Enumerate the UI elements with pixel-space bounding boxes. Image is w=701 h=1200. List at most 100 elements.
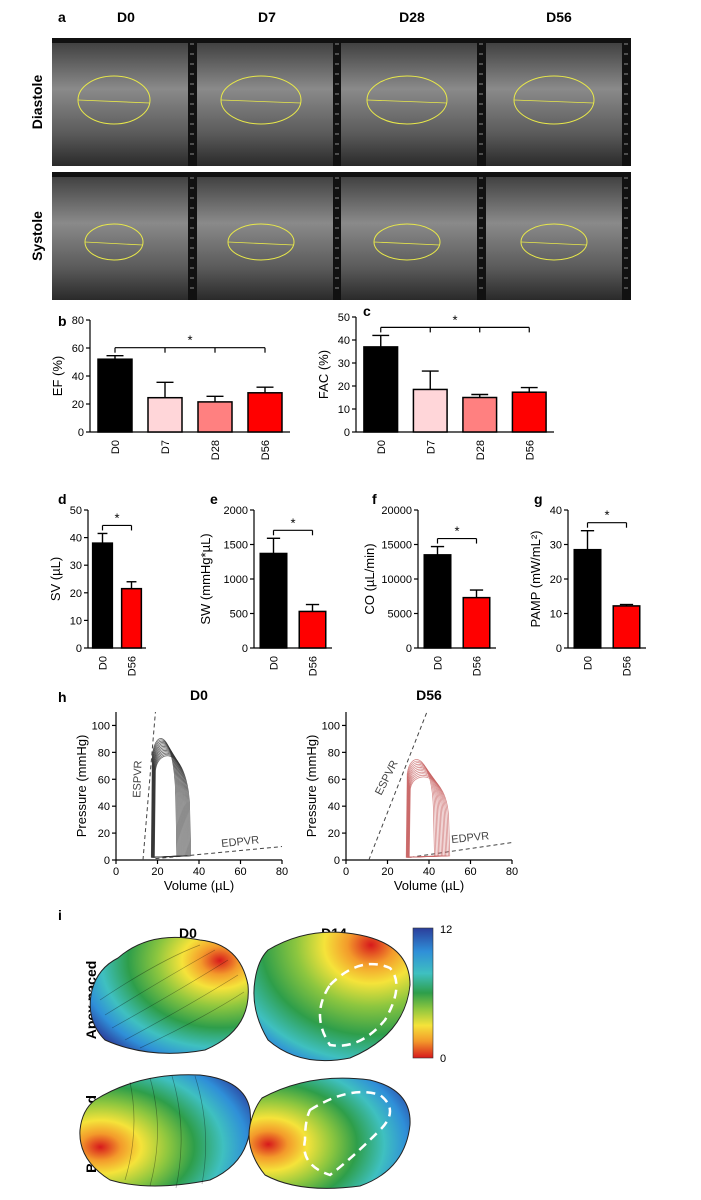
- significance-marker: *: [114, 510, 119, 525]
- y-tick-label: 2000: [224, 505, 248, 517]
- y-tick-label: 20: [70, 588, 82, 600]
- y-axis-label: FAC (%): [316, 350, 331, 399]
- x-tick-label: 80: [276, 866, 288, 878]
- ultrasound-image: [52, 172, 188, 300]
- x-tick-label: D28: [210, 440, 222, 460]
- long-axis-trace: [366, 99, 448, 104]
- y-tick-label: 20: [72, 399, 84, 411]
- significance-marker: *: [290, 515, 295, 530]
- y-tick-label: 10000: [381, 574, 412, 586]
- edpvr-line: [410, 842, 513, 858]
- panel-label-d: d: [58, 491, 67, 507]
- ultrasound-row-header: Systole: [29, 211, 45, 261]
- ultrasound-image: [341, 172, 477, 300]
- significance-marker: *: [452, 312, 457, 327]
- depth-scale-strip: [477, 38, 486, 166]
- panel-label-c: c: [363, 303, 371, 319]
- top-strip: [486, 38, 631, 43]
- depth-scale-strip: [622, 38, 631, 166]
- x-tick-label: D0: [98, 656, 110, 670]
- long-axis-trace: [520, 241, 588, 246]
- bar: [573, 548, 602, 649]
- y-tick-label: 30: [550, 540, 562, 552]
- top-strip: [197, 172, 342, 177]
- bar: [97, 358, 133, 433]
- isochrone-lines: [124, 1075, 207, 1189]
- ultrasound-image: [341, 38, 477, 166]
- bar: [259, 552, 288, 649]
- edpvr-label: EDPVR: [451, 830, 490, 846]
- x-tick-label: 60: [234, 866, 246, 878]
- significance-marker: *: [187, 333, 192, 348]
- depth-scale-strip: [188, 172, 197, 300]
- y-tick-label: 0: [334, 855, 340, 867]
- espvr-line: [142, 711, 156, 861]
- pv-loop: [407, 770, 445, 858]
- y-tick-label: 0: [104, 855, 110, 867]
- y-tick-label: 20: [550, 574, 562, 586]
- pv-loop: [406, 762, 438, 858]
- pv-loop: [154, 755, 192, 858]
- x-tick-label: 0: [113, 866, 119, 878]
- y-tick-label: 40: [328, 801, 340, 813]
- chart-sv: 0 10 20 30 40 50 SV (µL) D0 D56 *: [48, 505, 146, 676]
- bar: [462, 396, 498, 433]
- panel-label-g: g: [534, 491, 543, 507]
- y-tick-label: 20000: [381, 505, 412, 517]
- x-tick-label: D56: [524, 440, 536, 460]
- ultrasound-grid: D0 D7 D28 D56 Diastole Systole: [29, 9, 631, 300]
- pv-loop: [408, 773, 448, 858]
- long-axis-trace: [220, 99, 302, 104]
- y-axis-label: SV (µL): [48, 557, 63, 601]
- x-tick-label: 60: [464, 866, 476, 878]
- x-tick-label: 40: [423, 866, 435, 878]
- chart-co: 0 5000 10000 15000 20000 CO (µL/min) D0 D56 *: [362, 505, 496, 676]
- x-tick-label: D56: [308, 656, 320, 676]
- panel-label-b: b: [58, 313, 67, 329]
- chart-pamp: 0 10 20 30 40 PAMP (mW/mL²) D0 D56 *: [528, 505, 646, 676]
- x-axis-label: Volume (µL): [164, 878, 234, 893]
- x-tick-label: D56: [472, 656, 484, 676]
- pv-loop: [151, 742, 181, 858]
- bar: [511, 391, 547, 433]
- long-axis-trace: [77, 99, 151, 104]
- bar: [412, 388, 448, 433]
- depth-scale-strip: [477, 172, 486, 300]
- panel-label-e: e: [210, 491, 218, 507]
- dashed-region-apex: [318, 962, 398, 1047]
- y-axis-label: EF (%): [50, 356, 65, 396]
- y-tick-label: 0: [556, 643, 562, 655]
- y-tick-label: 100: [322, 720, 340, 732]
- activation-map-apex-d0: [89, 936, 249, 1054]
- pv-loop: [151, 743, 182, 858]
- chart-pv-loop-d0: D0 0 20 40 60 80 100 0 20 40 60 80 Volume (µL) Pressu…: [74, 687, 288, 893]
- pv-loop: [406, 763, 440, 858]
- y-tick-label: 20: [328, 828, 340, 840]
- chart-ef: 0 20 40 60 80 EF (%) D0 D7 D28 D56 *: [50, 315, 290, 460]
- y-tick-label: 0: [78, 427, 84, 439]
- y-axis-label: CO (µL/min): [362, 543, 377, 614]
- x-tick-label: 20: [151, 866, 163, 878]
- ultrasound-col-header: D28: [399, 9, 425, 25]
- y-tick-label: 80: [328, 747, 340, 759]
- y-tick-label: 0: [344, 427, 350, 439]
- y-axis-label: PAMP (mW/mL²): [528, 530, 543, 627]
- top-strip: [52, 38, 197, 43]
- long-axis-trace: [513, 99, 595, 104]
- depth-scale-strip: [622, 172, 631, 300]
- activation-map-apex-d14: [253, 931, 411, 1062]
- y-tick-label: 0: [406, 643, 412, 655]
- map-col-header: D0: [179, 925, 197, 941]
- top-strip: [341, 172, 486, 177]
- depth-scale-strip: [333, 38, 342, 166]
- pv-loop: [152, 744, 183, 858]
- chart-sw: 0 500 1000 1500 2000 SW (mmHg*µL) D0 D56 *: [198, 505, 332, 676]
- bar: [120, 587, 143, 649]
- pv-loop: [151, 740, 180, 858]
- y-tick-label: 50: [338, 312, 350, 324]
- long-axis-trace: [373, 241, 441, 246]
- x-tick-label: D0: [110, 440, 122, 454]
- x-tick-label: D56: [127, 656, 139, 676]
- y-tick-label: 30: [338, 358, 350, 370]
